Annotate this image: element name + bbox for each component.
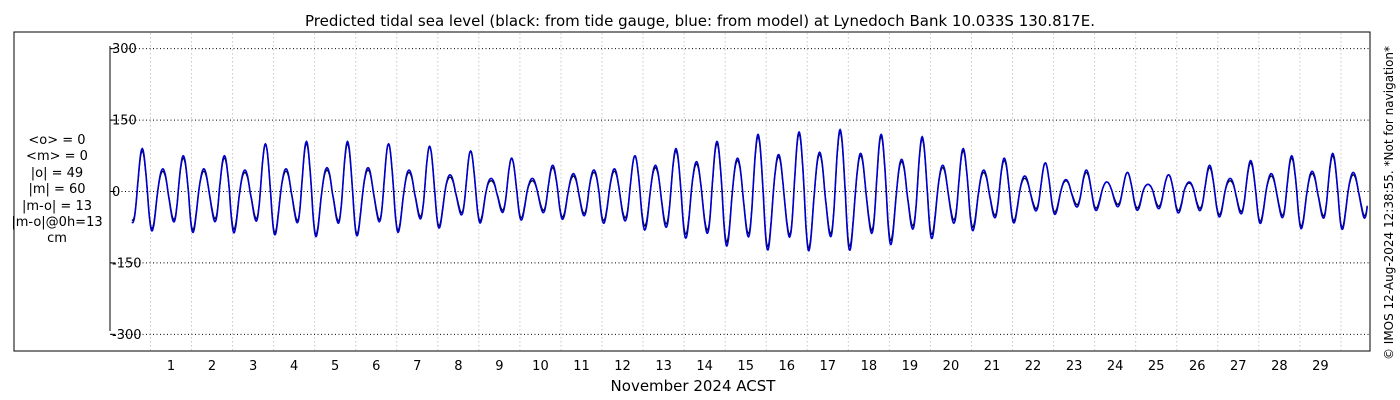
x-tick-label: 5 (331, 359, 339, 374)
x-tick-label: 27 (1230, 359, 1247, 374)
watermark: © IMOS 12-Aug-2024 12:38:55. *Not for na… (1382, 46, 1396, 360)
x-tick-label: 21 (984, 359, 1001, 374)
stat-abs-diff-0h: |m-o|@0h=13 (11, 215, 103, 231)
x-tick-label: 13 (655, 359, 672, 374)
x-tick-label: 3 (249, 359, 257, 374)
x-tick-label: 25 (1148, 359, 1165, 374)
stat-mean-model: <m> = 0 (26, 149, 88, 165)
x-tick-label: 26 (1189, 359, 1206, 374)
x-tick-label: 18 (861, 359, 878, 374)
x-tick-label: 2 (208, 359, 216, 374)
stat-mean-obs: <o> = 0 (28, 133, 86, 148)
grid (111, 33, 1370, 350)
y-tick-label: -300 (112, 328, 142, 343)
x-tick-label: 19 (902, 359, 919, 374)
x-tick-label: 9 (495, 359, 503, 374)
x-tick-label: 17 (820, 359, 837, 374)
x-tick-label: 1 (167, 359, 175, 374)
x-axis-label: November 2024 ACST (611, 377, 777, 395)
x-tick-label: 10 (532, 359, 549, 374)
x-tick-label: 22 (1025, 359, 1042, 374)
x-tick-label: 8 (454, 359, 462, 374)
y-ticks: 300 150 0 -150 -300 (110, 42, 142, 343)
x-tick-label: 23 (1066, 359, 1083, 374)
stat-abs-diff: |m-o| = 13 (21, 198, 92, 214)
stat-abs-model: |m| = 60 (28, 182, 86, 198)
stat-unit: cm (47, 231, 67, 247)
chart-title: Predicted tidal sea level (black: from t… (305, 12, 1095, 30)
series-line-model (131, 128, 1368, 252)
series (131, 128, 1368, 252)
x-tick-label: 4 (290, 359, 298, 374)
stats-panel: <o> = 0 <m> = 0 |o| = 49 |m| = 60 |m-o| … (2, 133, 112, 248)
x-tick-label: 15 (737, 359, 754, 374)
y-tick-label: 150 (112, 114, 137, 129)
x-tick-label: 11 (573, 359, 590, 374)
x-tick-label: 16 (778, 359, 795, 374)
y-tick-label: -150 (112, 256, 142, 271)
x-tick-label: 20 (943, 359, 960, 374)
x-ticks: 1 2 3 4 5 6 7 8 9 10 11 12 13 14 15 16 17 18 19 20 21 22 23 24 2… (167, 359, 1329, 374)
x-tick-label: 24 (1107, 359, 1124, 374)
x-tick-label: 6 (372, 359, 380, 374)
y-tick-label: 0 (112, 185, 120, 200)
x-tick-label: 12 (614, 359, 631, 374)
x-tick-label: 29 (1312, 359, 1329, 374)
y-tick-label: 300 (112, 42, 137, 57)
x-tick-label: 28 (1271, 359, 1288, 374)
x-tick-label: 7 (413, 359, 421, 374)
stat-abs-obs: |o| = 49 (30, 165, 84, 181)
x-tick-label: 14 (696, 359, 713, 374)
